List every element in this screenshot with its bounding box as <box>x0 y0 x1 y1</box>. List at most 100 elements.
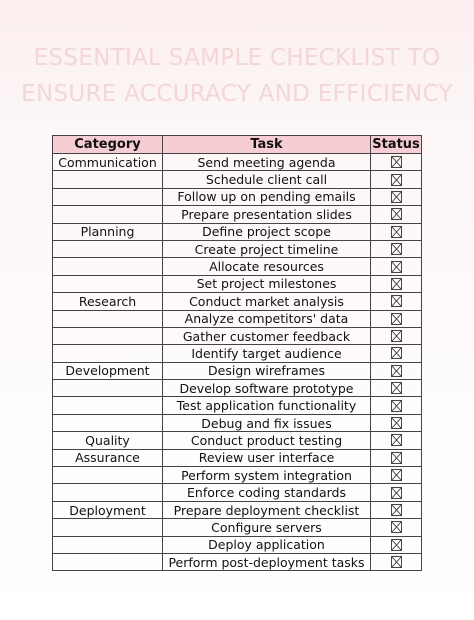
checkbox-icon <box>390 521 402 534</box>
checkbox-icon <box>390 504 402 516</box>
category-cell <box>52 309 163 328</box>
checkbox-icon <box>390 556 402 569</box>
task-cell: Follow up on pending emails <box>162 187 371 207</box>
task-cell: Send meeting agenda <box>162 152 371 172</box>
status-cell <box>370 396 422 415</box>
task-cell: Analyze competitors' data <box>162 309 371 328</box>
checkbox-icon <box>390 347 402 360</box>
checkbox-icon <box>390 312 402 325</box>
table-row: Deploy application <box>52 535 422 554</box>
checkbox-icon <box>390 399 402 412</box>
task-cell: Debug and fix issues <box>162 413 371 433</box>
task-cell: Configure servers <box>162 518 371 537</box>
table-row: Develop software prototype <box>52 379 422 398</box>
checkbox-icon <box>390 538 402 551</box>
category-cell: Deployment <box>52 500 163 520</box>
checkbox-icon <box>390 364 402 377</box>
checkbox-icon <box>390 173 402 186</box>
task-cell: Prepare presentation slides <box>162 205 371 224</box>
task-cell: Gather customer feedback <box>162 326 371 346</box>
task-cell: Set project milestones <box>162 274 371 294</box>
status-cell <box>370 205 422 224</box>
table-row: Quality Conduct product testing <box>52 431 422 450</box>
category-cell <box>52 326 163 346</box>
checkbox-icon <box>390 208 402 221</box>
category-cell: Communication <box>52 152 163 172</box>
category-cell <box>52 170 163 189</box>
table-row: Allocate resources <box>52 257 422 276</box>
table-row: Identify target audience <box>52 344 422 363</box>
task-cell: Conduct product testing <box>162 431 371 450</box>
task-cell: Create project timeline <box>162 239 371 259</box>
category-cell <box>52 379 163 398</box>
status-cell <box>370 152 422 172</box>
header-row: Category Task Status <box>52 135 422 154</box>
table-row: Communication Send meeting agenda <box>52 152 422 172</box>
checkbox-icon <box>390 486 402 499</box>
table-row: Perform system integration <box>52 466 422 485</box>
status-cell <box>370 448 422 468</box>
task-cell: Design wireframes <box>162 361 371 381</box>
category-cell <box>52 483 163 502</box>
status-cell <box>370 344 422 363</box>
status-cell <box>370 379 422 398</box>
task-cell: Test application functionality <box>162 396 371 415</box>
category-cell: Assurance <box>52 448 163 468</box>
status-cell <box>370 431 422 450</box>
table-row: Follow up on pending emails <box>52 187 422 207</box>
header-cell: Category <box>52 135 163 154</box>
status-cell <box>370 535 422 554</box>
table-row: Set project milestones <box>52 274 422 294</box>
table-row: Development Design wireframes <box>52 361 422 381</box>
checkbox-icon <box>390 225 402 238</box>
table-row: Research Conduct market analysis <box>52 292 422 311</box>
checkbox-icon <box>390 277 402 290</box>
checkbox-icon <box>390 434 402 447</box>
table-row: Debug and fix issues <box>52 413 422 433</box>
category-cell <box>52 413 163 433</box>
category-cell: Research <box>52 292 163 311</box>
checkbox-icon <box>390 191 402 203</box>
checkbox-icon <box>390 243 402 256</box>
category-cell <box>52 274 163 294</box>
category-cell <box>52 535 163 554</box>
category-cell <box>52 257 163 276</box>
category-cell <box>52 187 163 207</box>
status-cell <box>370 292 422 311</box>
task-cell: Conduct market analysis <box>162 292 371 311</box>
checklist-table: Category Task Status Communication Send m… <box>52 135 422 572</box>
table-row: Prepare presentation slides <box>52 205 422 224</box>
title-line: ENSURE ACCURACY AND EFFICIENCY <box>21 81 453 107</box>
status-cell <box>370 326 422 346</box>
category-cell <box>52 396 163 415</box>
status-cell <box>370 413 422 433</box>
category-cell <box>52 518 163 537</box>
category-cell: Quality <box>52 431 163 450</box>
task-cell: Allocate resources <box>162 257 371 276</box>
table-row: Schedule client call <box>52 170 422 189</box>
status-cell <box>370 500 422 520</box>
status-cell <box>370 483 422 502</box>
checkbox-icon <box>390 451 402 464</box>
checkbox-icon <box>390 156 402 169</box>
header-cell: Task <box>162 135 371 154</box>
table-row: Deployment Prepare deployment checklist <box>52 500 422 520</box>
checkbox-icon <box>390 260 402 273</box>
category-cell <box>52 466 163 485</box>
checkbox-icon <box>390 330 402 343</box>
task-cell: Develop software prototype <box>162 379 371 398</box>
table-row: Perform post-deployment tasks <box>52 552 422 572</box>
status-cell <box>370 239 422 259</box>
header-cell: Status <box>370 135 422 154</box>
table-row: Planning Define project scope <box>52 222 422 241</box>
table-row: Configure servers <box>52 518 422 537</box>
task-cell: Schedule client call <box>162 170 371 189</box>
status-cell <box>370 309 422 328</box>
category-cell: Development <box>52 361 163 381</box>
task-cell: Identify target audience <box>162 344 371 363</box>
checkbox-icon <box>390 382 402 395</box>
checkbox-icon <box>390 417 402 429</box>
category-cell <box>52 552 163 572</box>
table-row: Create project timeline <box>52 239 422 259</box>
